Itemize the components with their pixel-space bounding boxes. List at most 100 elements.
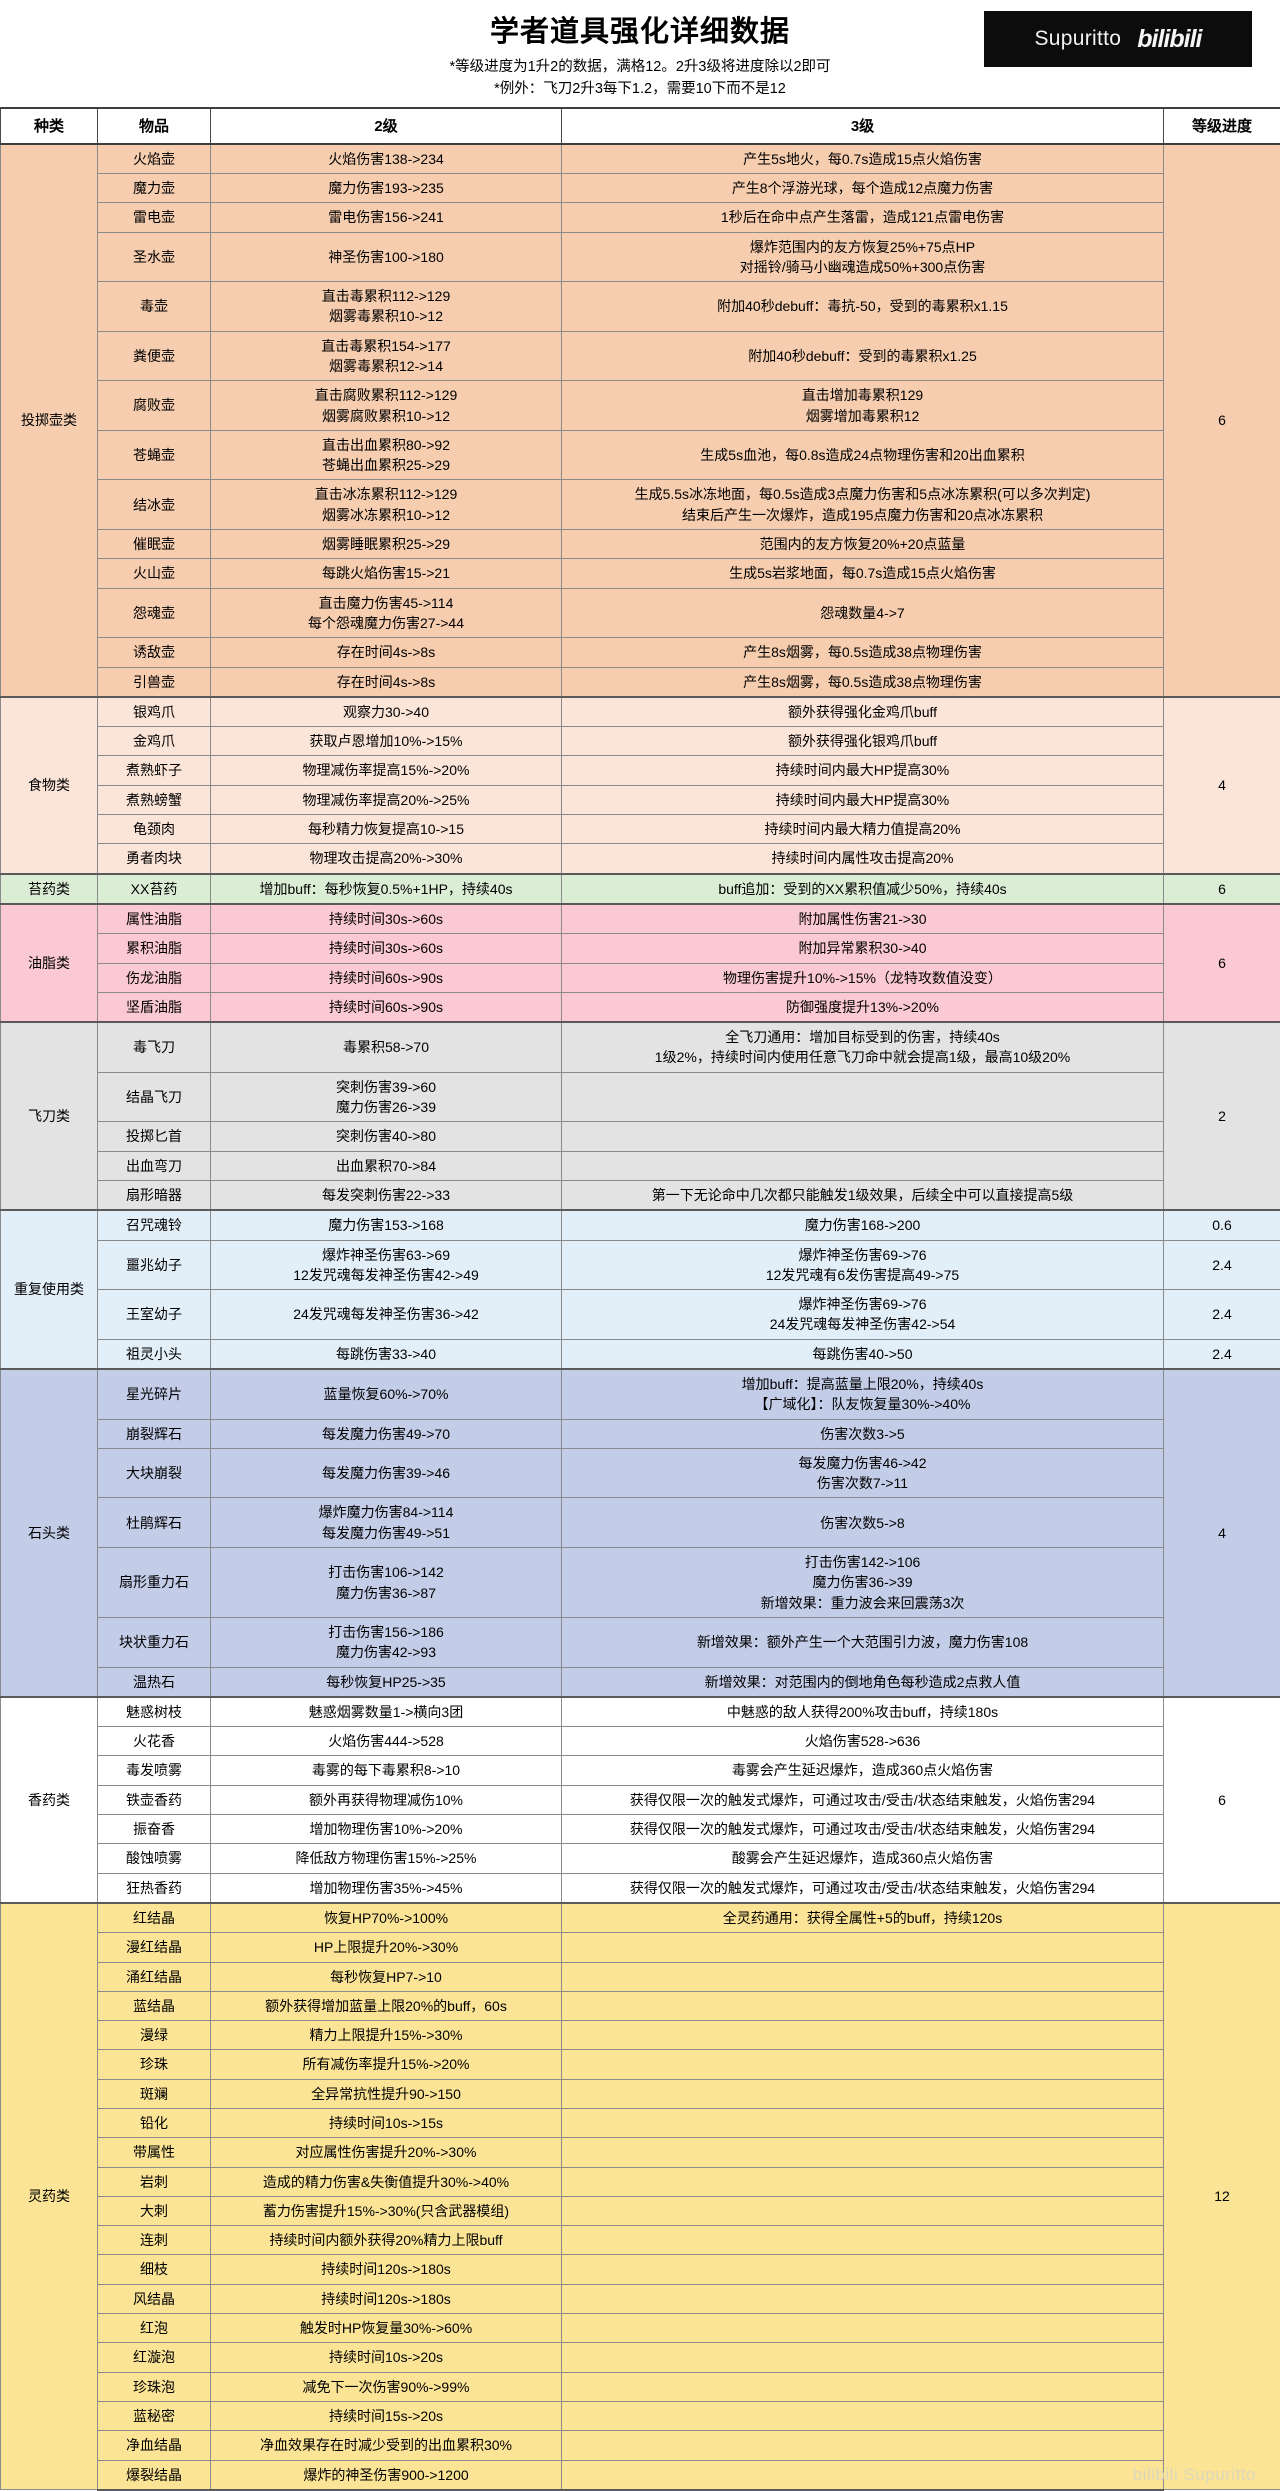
cell-level3 [562, 2196, 1164, 2225]
cell-item: 崩裂辉石 [98, 1419, 211, 1448]
cell-level2: 所有减伤率提升15%->20% [211, 2050, 562, 2079]
cell-level2: 每秒恢复HP7->10 [211, 1962, 562, 1991]
cell-level3 [562, 2050, 1164, 2079]
table-row: 香药类魅惑树枝魅惑烟雾数量1->横向3团中魅惑的敌人获得200%攻击buff，持… [1, 1697, 1280, 1727]
cell-level3: 物理伤害提升10%->15%（龙特攻数值没变） [562, 963, 1164, 992]
cell-level3 [562, 2314, 1164, 2343]
cell-item: 腐败壶 [98, 381, 211, 431]
table-row: 铁壶香药额外再获得物理减伤10%获得仅限一次的触发式爆炸，可通过攻击/受击/状态… [1, 1785, 1280, 1814]
cell-item: 红漩泡 [98, 2343, 211, 2372]
cell-item: 岩刺 [98, 2167, 211, 2196]
cell-item: 苍蝇壶 [98, 430, 211, 480]
cell-item: 酸蚀喷雾 [98, 1844, 211, 1873]
col-header-category: 种类 [1, 108, 98, 144]
cell-level3: buff追加：受到的XX累积值减少50%，持续40s [562, 874, 1164, 904]
cell-item: 煮熟螃蟹 [98, 785, 211, 814]
cell-level2: 精力上限提升15%->30% [211, 2021, 562, 2050]
cell-item: 毒飞刀 [98, 1022, 211, 1072]
cell-level2: 魅惑烟雾数量1->横向3团 [211, 1697, 562, 1727]
cell-item: 带属性 [98, 2138, 211, 2167]
col-header-progress: 等级进度 [1164, 108, 1280, 144]
cell-level3 [562, 2167, 1164, 2196]
cell-level3 [562, 1151, 1164, 1180]
table-row: 岩刺造成的精力伤害&失衡值提升30%->40% [1, 2167, 1280, 2196]
cell-level2: 全异常抗性提升90->150 [211, 2079, 562, 2108]
cell-item: 铅化 [98, 2109, 211, 2138]
cell-level3 [562, 2021, 1164, 2050]
cell-level3: 持续时间内最大精力值提高20% [562, 815, 1164, 844]
cell-level2: 持续时间120s->180s [211, 2255, 562, 2284]
cell-level3: 获得仅限一次的触发式爆炸，可通过攻击/受击/状态结束触发，火焰伤害294 [562, 1873, 1164, 1903]
cell-level2: 增加buff：每秒恢复0.5%+1HP，持续40s [211, 874, 562, 904]
cell-level2: 持续时间60s->90s [211, 992, 562, 1022]
cell-item: 噩兆幼子 [98, 1240, 211, 1290]
cell-level3: 附加异常累积30->40 [562, 934, 1164, 963]
cell-item: 催眠壶 [98, 530, 211, 559]
cell-level3: 爆炸范围内的友方恢复25%+75点HP 对摇铃/骑马小幽魂造成50%+300点伤… [562, 232, 1164, 282]
cell-item: 王室幼子 [98, 1290, 211, 1340]
cell-level3 [562, 2255, 1164, 2284]
table-row: 石头类星光碎片蓝量恢复60%->70%增加buff：提高蓝量上限20%，持续40… [1, 1369, 1280, 1419]
cell-level2: 爆炸魔力伤害84->114 每发魔力伤害49->51 [211, 1498, 562, 1548]
cell-progress: 6 [1164, 874, 1280, 904]
table-row: 铅化持续时间10s->15s [1, 2109, 1280, 2138]
cell-level2: 毒累积58->70 [211, 1022, 562, 1072]
cell-level3: 魔力伤害168->200 [562, 1210, 1164, 1240]
cell-item: 大块崩裂 [98, 1448, 211, 1498]
cell-level3: 产生8个浮游光球，每个造成12点魔力伤害 [562, 173, 1164, 202]
cell-level3: 获得仅限一次的触发式爆炸，可通过攻击/受击/状态结束触发，火焰伤害294 [562, 1785, 1164, 1814]
cell-item: 温热石 [98, 1667, 211, 1697]
cell-level3: 1秒后在命中点产生落雷，造成121点雷电伤害 [562, 203, 1164, 232]
table-row: 蓝结晶额外获得增加蓝量上限20%的buff，60s [1, 1991, 1280, 2020]
cell-level2: 存在时间4s->8s [211, 638, 562, 667]
table-row: 出血弯刀出血累积70->84 [1, 1151, 1280, 1180]
cell-progress: 0.6 [1164, 1210, 1280, 1240]
cell-level3: 伤害次数3->5 [562, 1419, 1164, 1448]
cell-level2: 每跳火焰伤害15->21 [211, 559, 562, 588]
cell-level2: 突刺伤害39->60 魔力伤害26->39 [211, 1072, 562, 1122]
table-row: 投掷匕首突刺伤害40->80 [1, 1122, 1280, 1151]
cell-level3: 获得仅限一次的触发式爆炸，可通过攻击/受击/状态结束触发，火焰伤害294 [562, 1815, 1164, 1844]
cell-level3: 全飞刀通用：增加目标受到的伤害，持续40s 1级2%，持续时间内使用任意飞刀命中… [562, 1022, 1164, 1072]
cell-level2: 对应属性伤害提升20%->30% [211, 2138, 562, 2167]
cell-level3: 新增效果：对范围内的倒地角色每秒造成2点救人值 [562, 1667, 1164, 1697]
cell-item: 雷电壶 [98, 203, 211, 232]
cell-level3 [562, 2079, 1164, 2108]
cell-progress: 6 [1164, 904, 1280, 1022]
cell-item: 细枝 [98, 2255, 211, 2284]
cell-level2: 减免下一次伤害90%->99% [211, 2372, 562, 2401]
cell-level2: 直击毒累积112->129 烟雾毒累积10->12 [211, 282, 562, 332]
cell-level3 [562, 1991, 1164, 2020]
table-row: 结晶飞刀突刺伤害39->60 魔力伤害26->39 [1, 1072, 1280, 1122]
cell-level2: 增加物理伤害35%->45% [211, 1873, 562, 1903]
cell-item: 扇形暗器 [98, 1180, 211, 1210]
cell-item: 星光碎片 [98, 1369, 211, 1419]
cell-category: 苔药类 [1, 874, 98, 904]
col-header-level3: 3级 [562, 108, 1164, 144]
cell-level2: 打击伤害156->186 魔力伤害42->93 [211, 1617, 562, 1667]
cell-level3: 产生5s地火，每0.7s造成15点火焰伤害 [562, 144, 1164, 174]
cell-level3: 产生8s烟雾，每0.5s造成38点物理伤害 [562, 638, 1164, 667]
note-line-2: *例外：飞刀2升3每下1.2，需要10下而不是12 [0, 78, 1280, 100]
table-row: 珍珠泡减免下一次伤害90%->99% [1, 2372, 1280, 2401]
cell-level2: 直击腐败累积112->129 烟雾腐败累积10->12 [211, 381, 562, 431]
table-row: 漫绿精力上限提升15%->30% [1, 2021, 1280, 2050]
cell-level3: 持续时间内最大HP提高30% [562, 756, 1164, 785]
cell-level3 [562, 2138, 1164, 2167]
cell-level3: 火焰伤害528->636 [562, 1727, 1164, 1756]
